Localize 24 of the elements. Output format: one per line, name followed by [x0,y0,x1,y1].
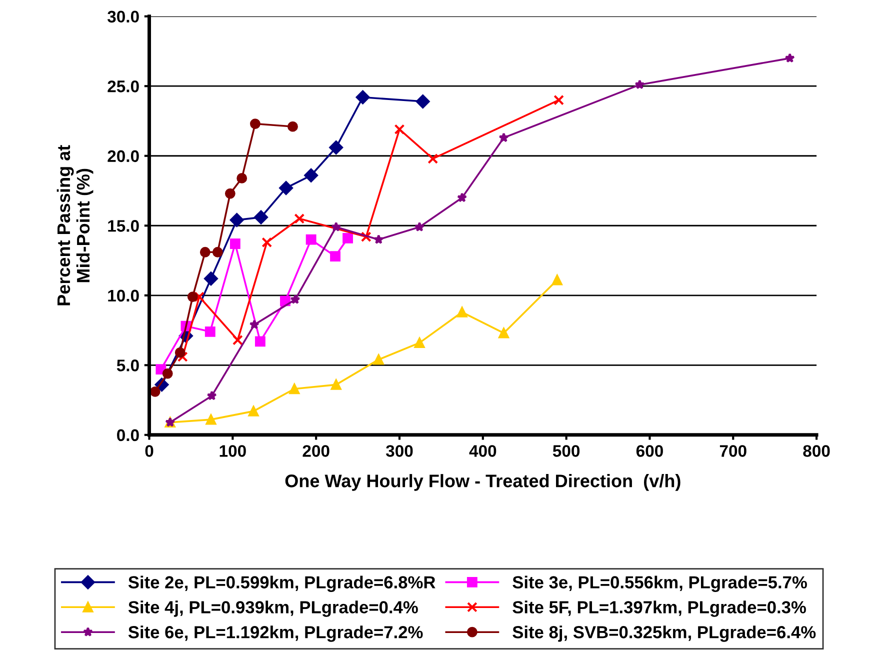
legend-label: Site 3e, PL=0.556km, PLgrade=5.7% [512,576,807,592]
x-tick-label: 500 [552,445,580,457]
y-tick-label: 10.0 [108,290,139,302]
y-axis-title: Percent Passing at Mid-Point (%) [56,145,94,306]
x-tick-label: 100 [220,445,246,457]
y-tick-label: 25.0 [108,80,139,92]
x-tick-label: 0 [145,445,154,457]
x-axis-title: One Way Hourly Flow - Treated Direction (v/h) [285,474,680,491]
legend-label: Site 2e, PL=0.599km, PLgrade=6.8%R [128,576,436,592]
x-tick-label: 300 [386,445,413,457]
x-tick-label: 200 [302,445,330,457]
x-tick-label: 700 [720,445,746,457]
legend-label: Site 5F, PL=1.397km, PLgrade=0.3% [512,600,806,617]
x-tick-label: 800 [803,445,830,457]
legend-label: Site 4j, PL=0.939km, PLgrade=0.4% [128,600,418,617]
y-tick-label: 0.0 [117,429,139,442]
y-tick-label: 15.0 [108,220,139,232]
y-tick-label: 30.0 [107,10,139,23]
legend-label: Site 8j, SVB=0.325km, PLgrade=6.4% [512,626,816,642]
legend-label: Site 6e, PL=1.192km, PLgrade=7.2% [128,626,423,642]
y-tick-label: 20.0 [108,150,139,162]
x-tick-label: 400 [469,445,496,457]
x-tick-label: 600 [636,445,663,457]
y-tick-label: 5.0 [116,360,139,372]
